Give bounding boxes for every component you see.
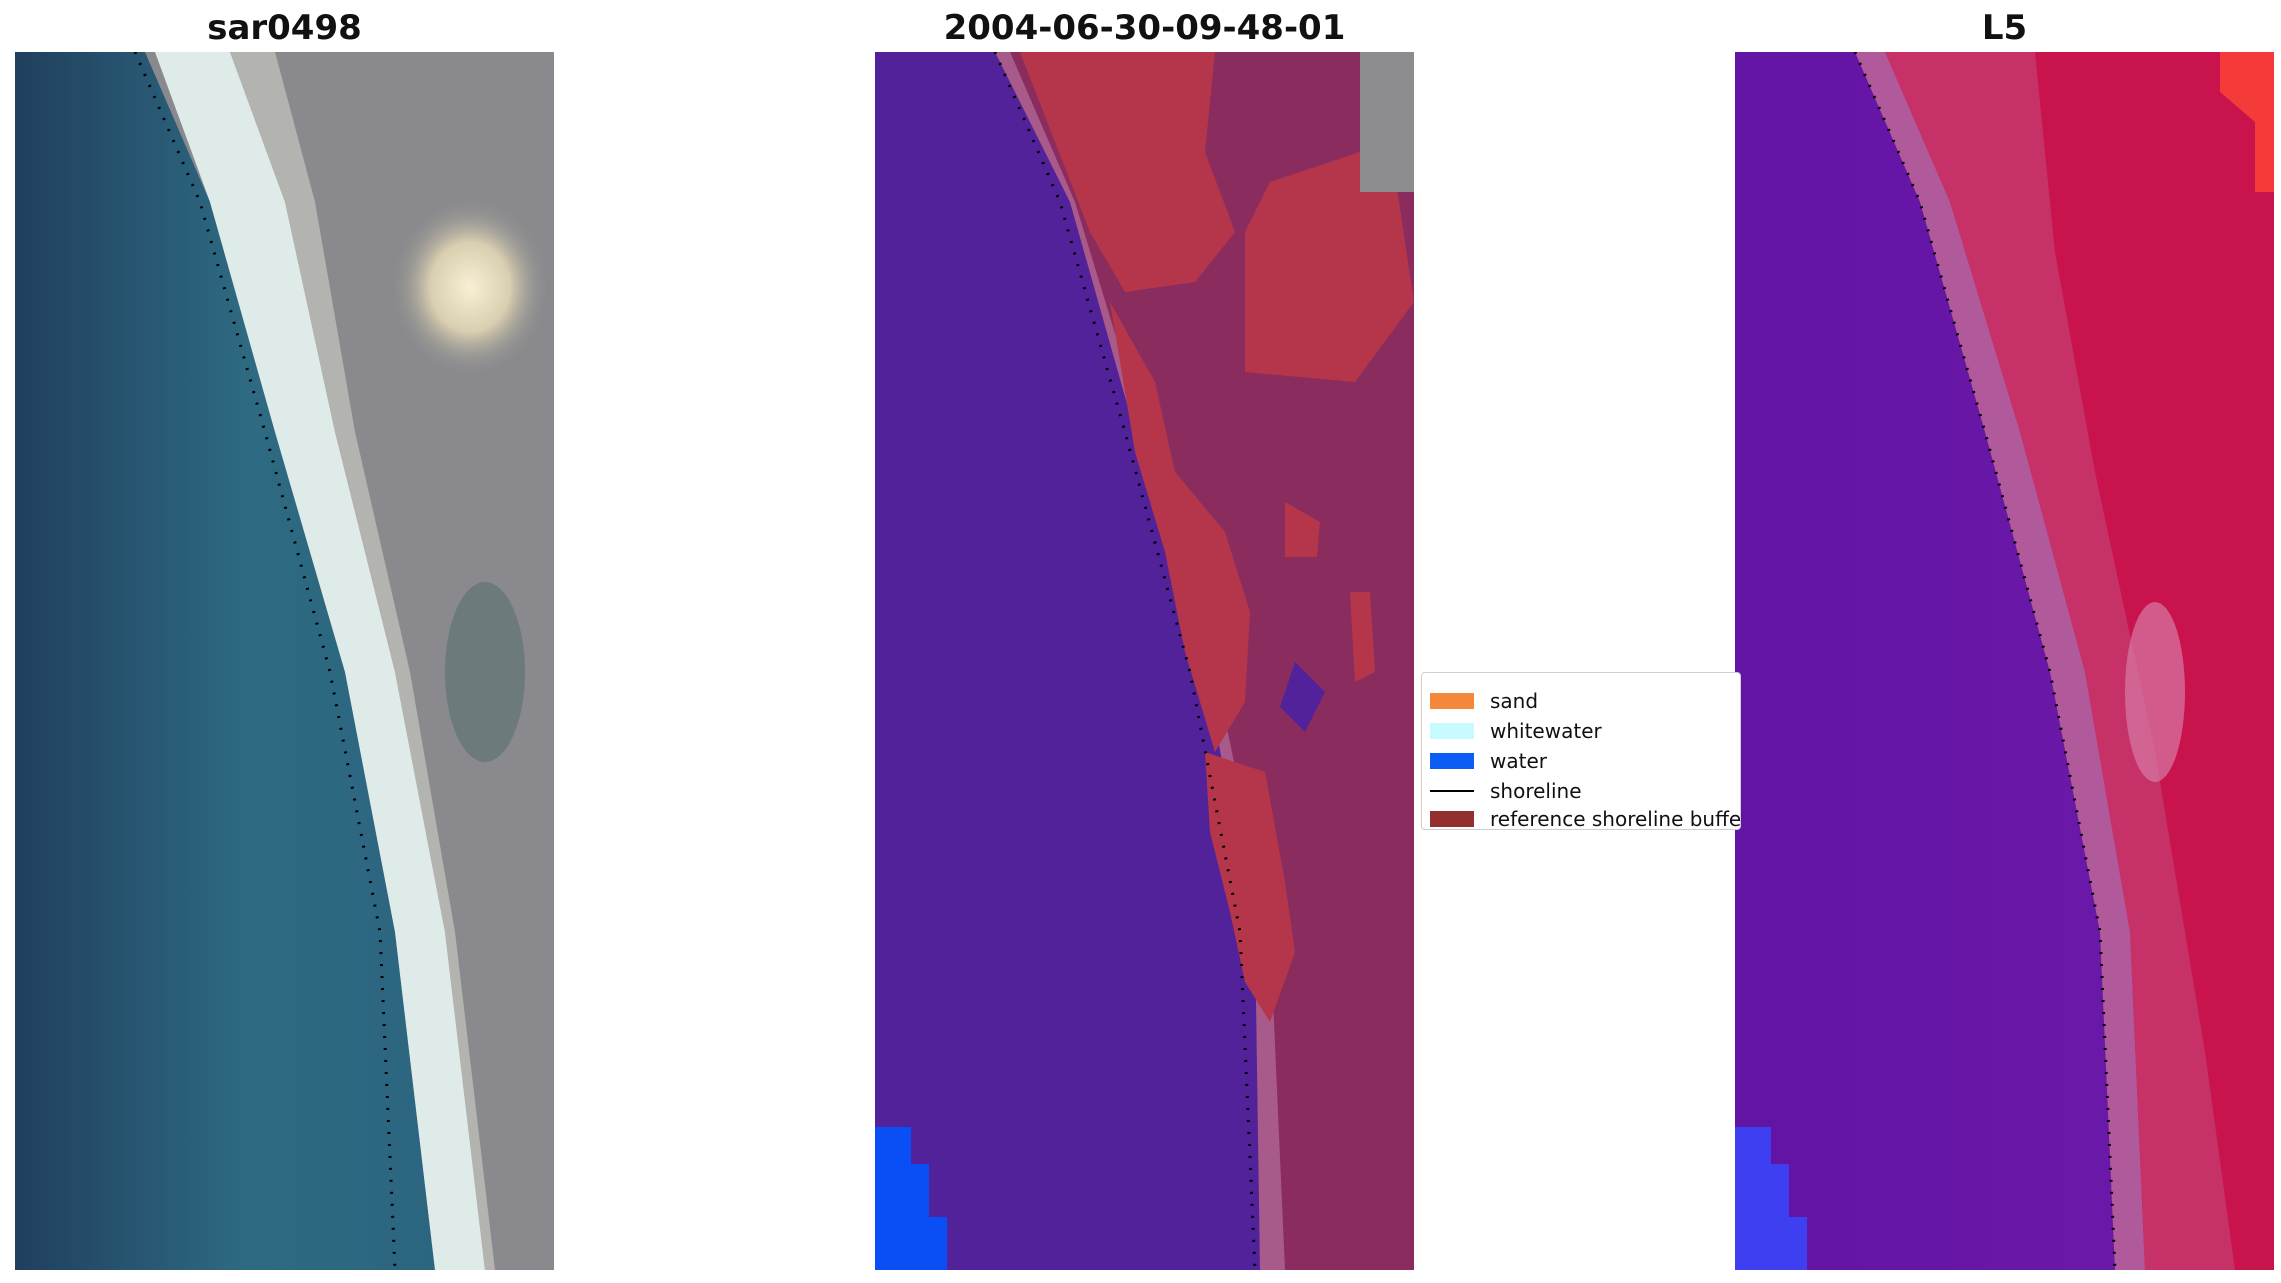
legend-label-sand: sand <box>1490 689 1539 713</box>
panel-title-index: L5 <box>1981 8 2028 48</box>
legend-item-whitewater: whitewater <box>1430 717 1602 745</box>
legend-item-shoreline: shoreline <box>1430 777 1582 805</box>
legend-swatch-whitewater <box>1430 723 1474 739</box>
legend-swatch-reference-buffer <box>1430 811 1474 827</box>
legend-item-water: water <box>1430 747 1547 775</box>
rgb-image <box>15 52 554 1270</box>
rgb-image-panel <box>15 52 554 1270</box>
legend-label-whitewater: whitewater <box>1490 719 1602 743</box>
index-image <box>1735 52 2274 1270</box>
classification-panel <box>875 52 1414 1270</box>
classification-image <box>875 52 1414 1270</box>
legend-label-water: water <box>1490 749 1547 773</box>
legend-label-reference-buffer: reference shoreline buffer <box>1490 807 1741 830</box>
legend-item-sand: sand <box>1430 687 1538 715</box>
legend: sand whitewater water shoreline referenc… <box>1421 672 1741 830</box>
panel-title-rgb: sar0498 <box>207 8 362 48</box>
legend-swatch-shoreline <box>1430 790 1474 792</box>
legend-swatch-water <box>1430 753 1474 769</box>
panel-title-classification: 2004-06-30-09-48-01 <box>943 8 1346 48</box>
legend-swatch-sand <box>1430 693 1474 709</box>
legend-item-reference-buffer: reference shoreline buffer <box>1430 805 1741 830</box>
legend-label-shoreline: shoreline <box>1490 779 1582 803</box>
index-panel <box>1735 52 2274 1270</box>
